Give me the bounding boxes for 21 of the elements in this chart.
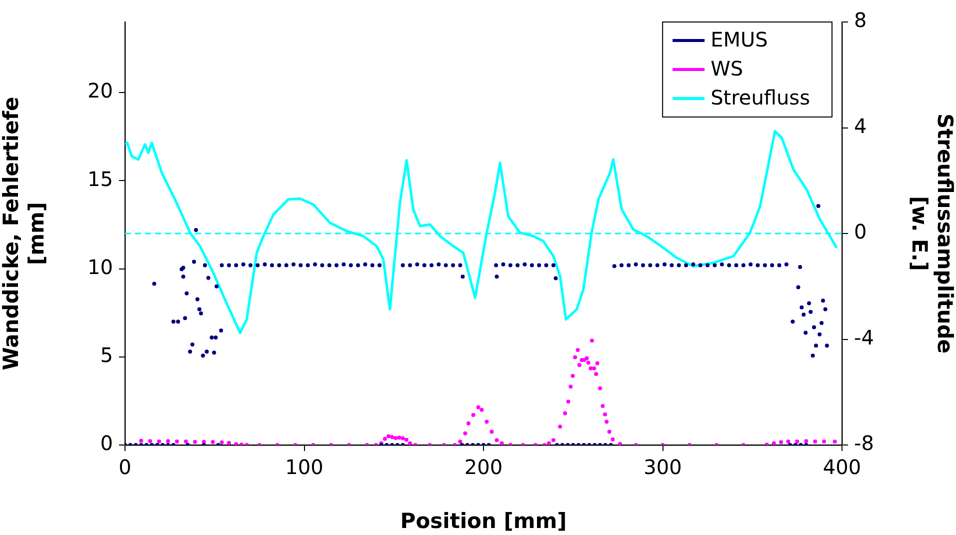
y-tick-label: 15 — [88, 166, 113, 191]
y-tick-label: 10 — [88, 254, 113, 279]
y2-tick-label: -4 — [854, 325, 874, 350]
y2-tick-label: -8 — [854, 431, 874, 456]
x-tick-label: 200 — [464, 455, 503, 480]
y-tick-label: 20 — [88, 78, 113, 103]
x-axis-title: Position [mm] — [400, 508, 567, 533]
legend-label: WS — [710, 56, 744, 81]
legend-label: Streufluss — [710, 86, 810, 110]
y2-axis-title: Streuflussamplitude [w. E.] — [908, 114, 956, 354]
legend-label: EMUS — [710, 28, 768, 52]
x-tick-label: 300 — [644, 455, 682, 480]
x-tick-label: 0 — [118, 455, 132, 480]
y-axis-title: Wanddicke, Fehlertiefe [mm] — [0, 96, 48, 370]
y-tick-label: 5 — [100, 343, 113, 368]
y2-tick-label: 0 — [854, 220, 867, 244]
y-tick-label: 0 — [100, 431, 113, 456]
x-tick-label: 100 — [285, 455, 324, 480]
y2-tick-label: 4 — [854, 114, 867, 138]
x-tick-label: 400 — [822, 455, 862, 480]
y2-tick-label: 8 — [854, 8, 867, 32]
